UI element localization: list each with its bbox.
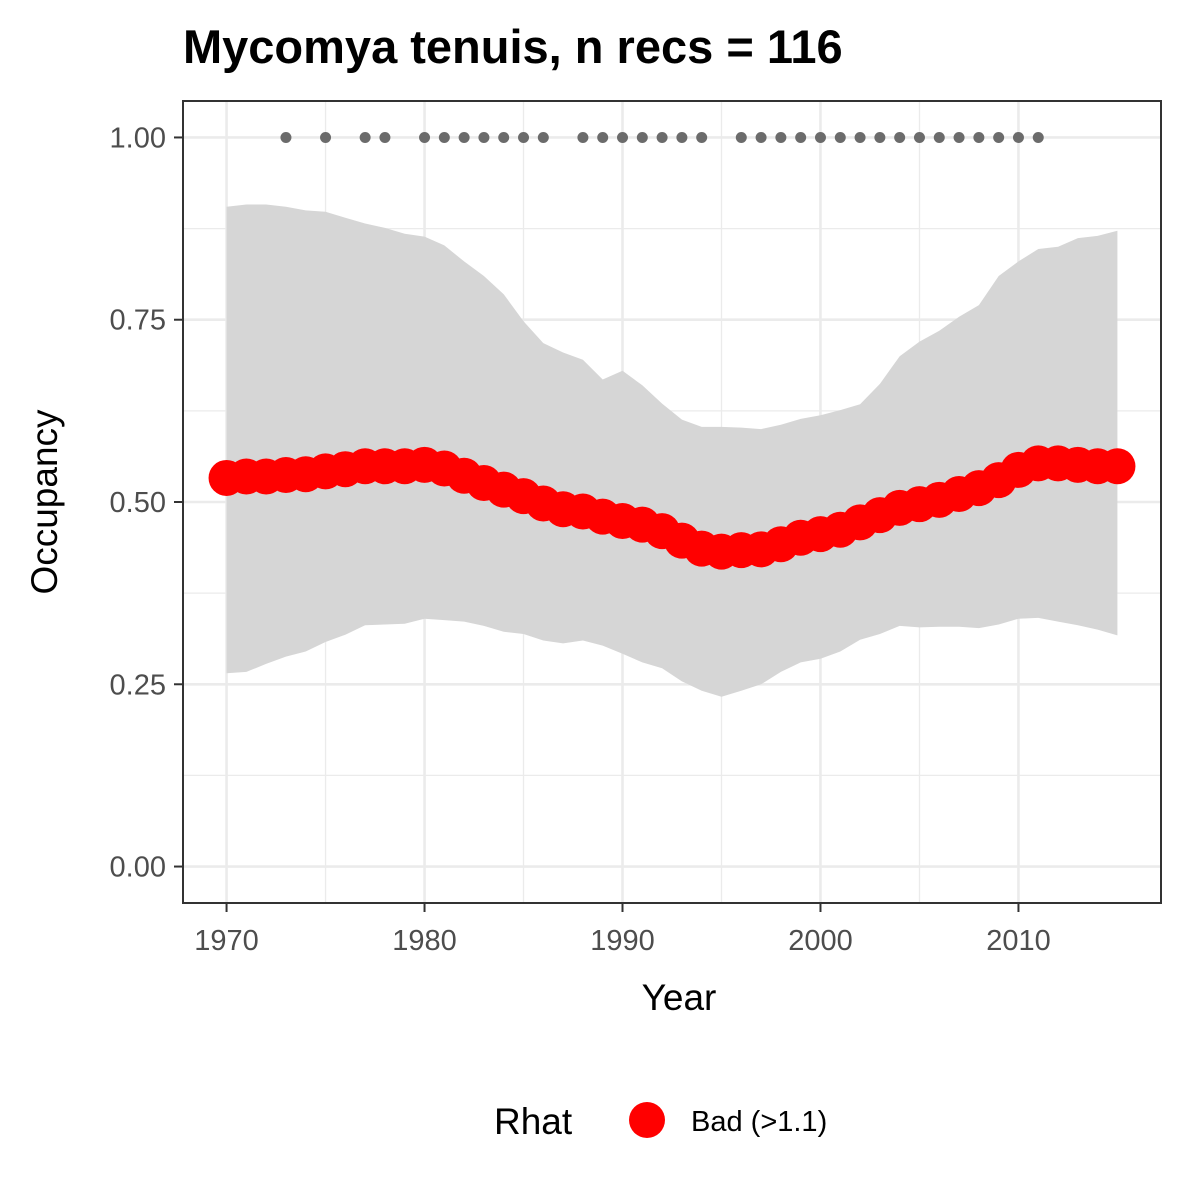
legend-title: Rhat [494, 1101, 573, 1142]
y-tick-label: 0.75 [110, 305, 166, 337]
record-point [1032, 131, 1044, 143]
legend: Rhat Bad (>1.1) [494, 1101, 827, 1142]
record-point [933, 131, 945, 143]
chart-title: Mycomya tenuis, n recs = 116 [183, 20, 843, 73]
record-point [696, 131, 708, 143]
record-point [993, 131, 1005, 143]
legend-label-bad: Bad (>1.1) [691, 1106, 827, 1138]
occupancy-point [1099, 448, 1136, 485]
record-point [1012, 131, 1024, 143]
record-point [894, 131, 906, 143]
y-tick-label: 1.00 [110, 122, 166, 154]
record-point [854, 131, 866, 143]
x-tick-label: 1970 [194, 925, 259, 957]
record-point [834, 131, 846, 143]
record-point [735, 131, 747, 143]
record-point [518, 131, 530, 143]
y-tick-label: 0.25 [110, 669, 166, 701]
record-point [775, 131, 787, 143]
record-point [537, 131, 549, 143]
mean-occupancy-points [208, 445, 1136, 570]
record-point [814, 131, 826, 143]
record-point [280, 131, 292, 143]
record-point [320, 131, 332, 143]
y-tick-label: 0.00 [110, 852, 166, 884]
record-point [419, 131, 431, 143]
record-point [478, 131, 490, 143]
record-point [458, 131, 470, 143]
y-axis: 0.00 0.25 0.50 0.75 1.00 [110, 122, 183, 884]
record-point [597, 131, 609, 143]
x-tick-label: 1980 [392, 925, 457, 957]
record-point [913, 131, 925, 143]
ribbon-area [226, 204, 1118, 697]
y-axis-title: Occupancy [24, 409, 65, 595]
record-point [795, 131, 807, 143]
record-point [874, 131, 886, 143]
credible-interval-ribbon [226, 204, 1118, 697]
x-tick-label: 2010 [986, 925, 1051, 957]
record-point [438, 131, 450, 143]
record-points [280, 131, 1044, 143]
record-point [656, 131, 668, 143]
record-point [498, 131, 510, 143]
record-point [617, 131, 629, 143]
record-point [359, 131, 371, 143]
record-point [953, 131, 965, 143]
record-point [636, 131, 648, 143]
x-tick-label: 1990 [590, 925, 655, 957]
y-tick-label: 0.50 [110, 487, 166, 519]
x-axis-title: Year [642, 977, 717, 1018]
record-point [755, 131, 767, 143]
record-point [379, 131, 391, 143]
record-point [676, 131, 688, 143]
x-tick-label: 2000 [788, 925, 853, 957]
record-point [973, 131, 985, 143]
x-axis: 1970 1980 1990 2000 2010 [194, 903, 1051, 957]
record-point [577, 131, 589, 143]
legend-key-bad [629, 1102, 665, 1138]
